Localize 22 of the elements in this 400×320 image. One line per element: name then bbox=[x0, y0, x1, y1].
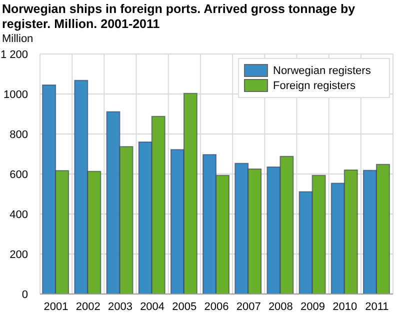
x-tick-label: 2005 bbox=[172, 300, 197, 313]
y-tick-label: 200 bbox=[10, 249, 28, 261]
y-tick-label: 0 bbox=[22, 289, 28, 301]
y-tick-label: 400 bbox=[10, 209, 28, 221]
legend-label: Norwegian registers bbox=[273, 64, 371, 76]
x-tick-label: 2011 bbox=[365, 300, 389, 313]
y-tick-label: 1000 bbox=[4, 89, 28, 101]
x-tick-label: 2003 bbox=[108, 300, 132, 313]
x-tick-label: 2001 bbox=[44, 300, 68, 313]
x-tick-label: 2002 bbox=[76, 300, 100, 313]
y-tick-label: 1 200 bbox=[0, 49, 28, 61]
y-tick-label: 600 bbox=[10, 169, 28, 181]
x-tick-label: 2010 bbox=[332, 300, 358, 313]
x-tick-label: 2007 bbox=[236, 300, 261, 313]
x-tick-label: 2009 bbox=[300, 300, 326, 313]
legend-label: Foreign registers bbox=[273, 80, 356, 92]
x-tick-label: 2004 bbox=[140, 300, 165, 313]
y-tick-label: 800 bbox=[10, 129, 28, 141]
x-tick-label: 2006 bbox=[204, 300, 229, 313]
y-axis-title: Million bbox=[2, 33, 34, 45]
chart-title: Norwegian ships in foreign ports. Arrived gross tonnage by register. Million. 2001-2011 bbox=[2, 2, 356, 32]
x-tick-label: 2008 bbox=[268, 300, 293, 313]
